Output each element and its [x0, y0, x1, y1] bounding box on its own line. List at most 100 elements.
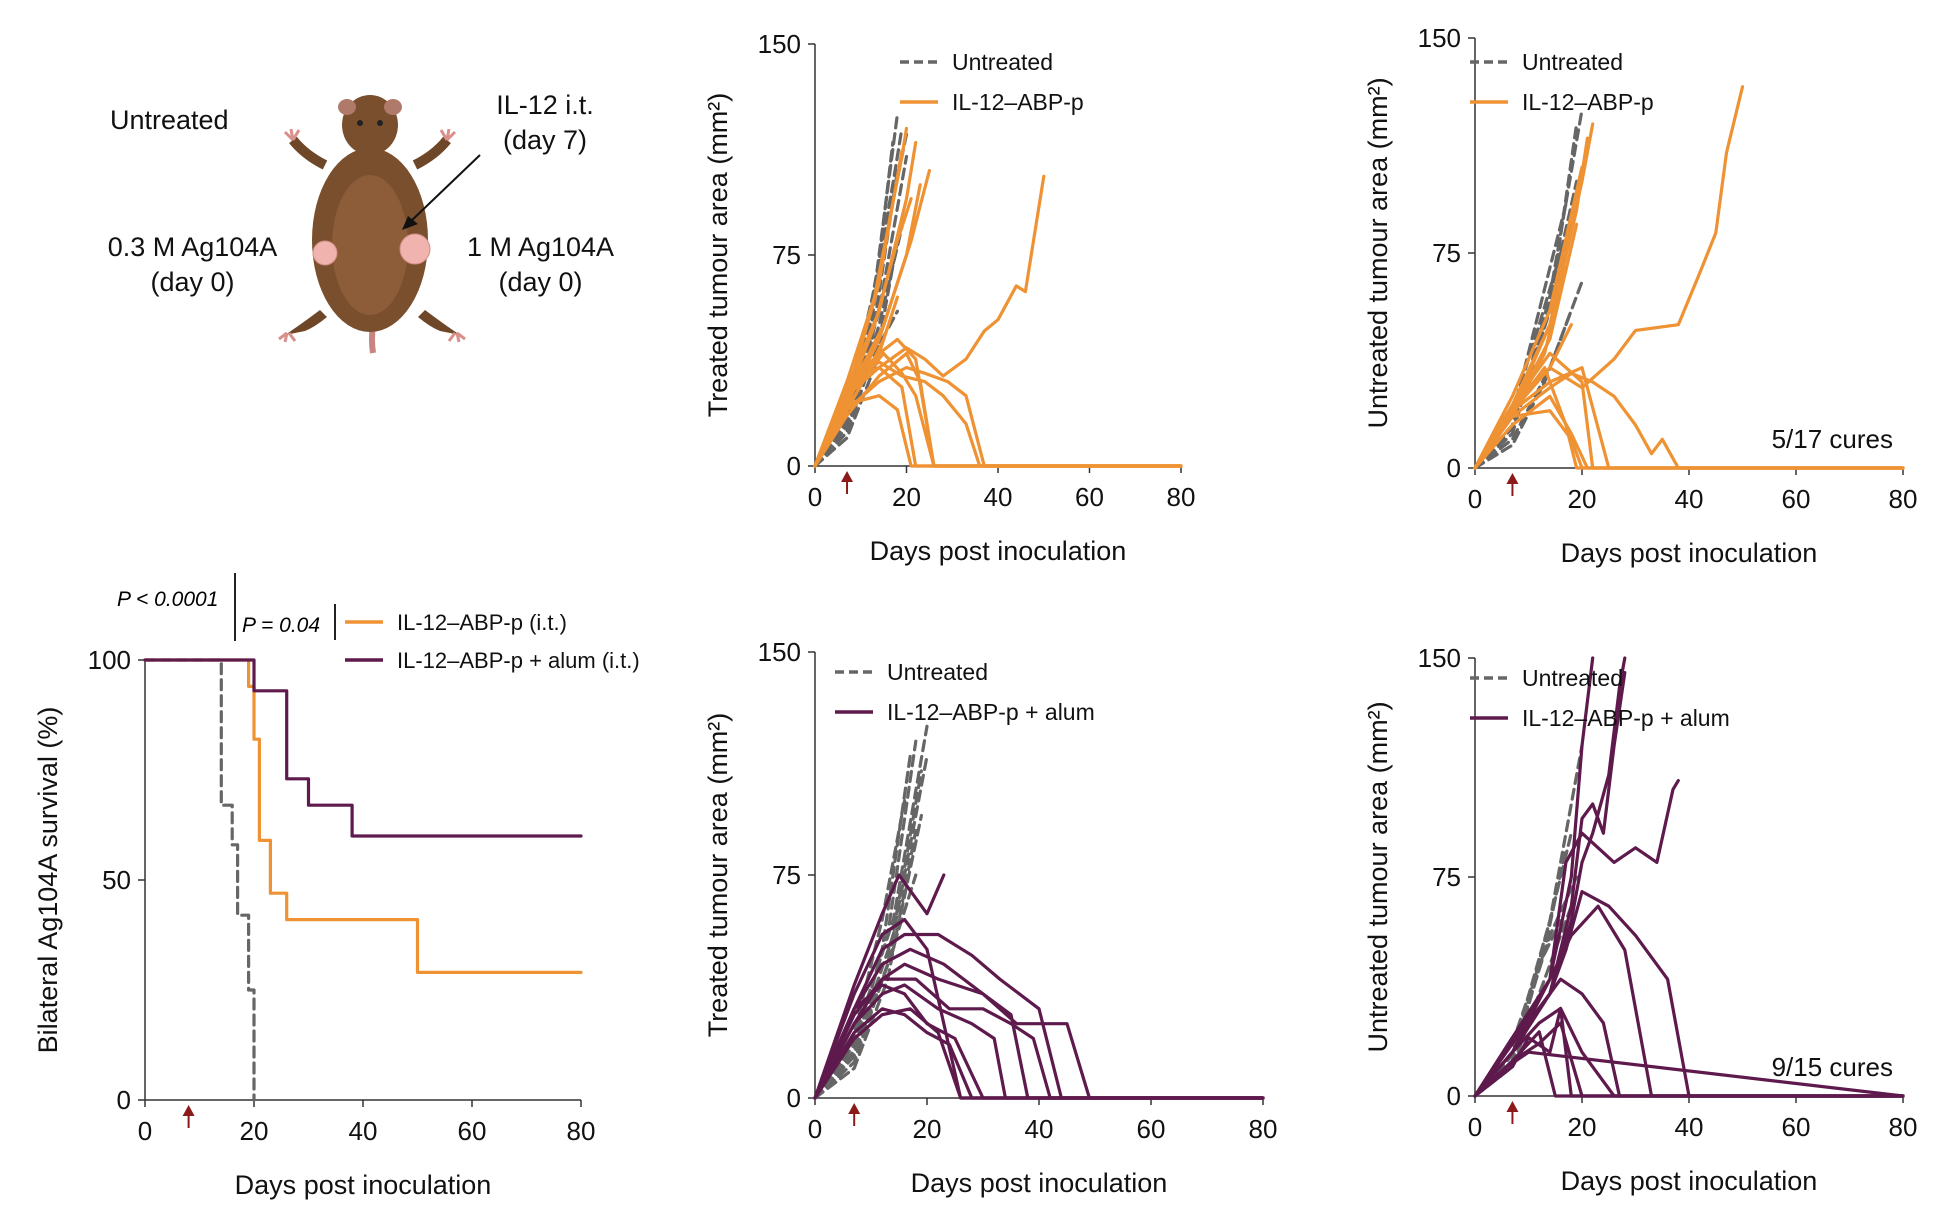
mouse-belly: [332, 175, 408, 315]
mouse-left-ear: [338, 99, 356, 115]
il12-label-line2: (day 7): [502, 125, 588, 155]
x-tick-label: 0: [1468, 1112, 1482, 1142]
y-tick-label: 150: [758, 637, 801, 667]
x-axis-label: Days post inoculation: [911, 1168, 1168, 1198]
right-tumour: [399, 233, 431, 265]
x-tick-label: 80: [1889, 1112, 1918, 1142]
p-value-1: P < 0.0001: [117, 588, 219, 611]
panel-treated-alum: 0 20 40 60 80 0 75 150 Days post inoculation Trea…: [703, 637, 1278, 1198]
x-tick-label: 0: [808, 482, 822, 512]
x-tick-label: 80: [1167, 482, 1196, 512]
left-tumour-line2: (day 0): [150, 267, 235, 297]
x-axis-label: Days post inoculation: [870, 536, 1127, 566]
cures-annotation: 9/15 cures: [1772, 1052, 1893, 1082]
series-line-untreated: [813, 739, 918, 1100]
mouse-right-eye: [377, 120, 383, 126]
mouse-left-hindleg: [285, 310, 327, 335]
legend-label: IL-12–ABP-p + alum (i.t.): [397, 648, 640, 673]
y-tick-label: 150: [1418, 643, 1461, 673]
series-line-alum: [813, 977, 1265, 1100]
legend-label: IL-12–ABP-p: [1522, 89, 1654, 115]
y-tick-label: 75: [1432, 238, 1461, 268]
x-tick-label: 20: [240, 1116, 269, 1146]
x-tick-label: 40: [1675, 484, 1704, 514]
x-tick-label: 80: [567, 1116, 596, 1146]
y-tick-label: 0: [117, 1085, 131, 1115]
legend-label: Untreated: [1522, 665, 1623, 691]
mouse-right-hindfoot: [447, 331, 466, 343]
y-tick-label: 75: [1432, 862, 1461, 892]
series-line-abp: [1473, 136, 1589, 470]
x-tick-label: 0: [1468, 484, 1482, 514]
y-tick-label: 100: [88, 645, 131, 675]
series-line-abp: [1473, 122, 1595, 470]
series-line-abp: [1473, 85, 1745, 470]
x-tick-label: 60: [1782, 1112, 1811, 1142]
series-line-alum: [813, 1007, 1265, 1100]
series-line-alum: [813, 932, 1265, 1100]
injection-arrow: [402, 154, 481, 230]
x-tick-label: 0: [808, 1114, 822, 1144]
mouse-left-foreleg: [289, 136, 328, 170]
x-tick-label: 20: [913, 1114, 942, 1144]
y-tick-label: 75: [772, 240, 801, 270]
y-tick-label: 0: [787, 1083, 801, 1113]
mouse-left-eye: [357, 120, 363, 126]
series-line-abp: [813, 174, 1046, 468]
series-line-alum: [1473, 670, 1627, 1098]
series-line-abp: [813, 360, 1183, 468]
mouse-left-hindfoot: [278, 331, 297, 343]
treatment-day-arrow-head: [841, 471, 854, 482]
mouse-illustration: [278, 95, 466, 354]
series-line-alum: [143, 658, 583, 838]
il12-injection-label: IL-12 i.t. (day 7): [470, 88, 620, 158]
right-tumour-line1: 1 M Ag104A: [466, 232, 615, 262]
mouse-left-forepaw: [283, 128, 301, 142]
right-tumour-line2: (day 0): [498, 267, 583, 297]
y-tick-label: 50: [102, 865, 131, 895]
series-line-alum: [813, 947, 1265, 1100]
cures-annotation: 5/17 cures: [1772, 424, 1893, 454]
il12-label-line1: IL-12 i.t.: [496, 90, 594, 120]
series-line-alum: [813, 983, 1265, 1100]
y-tick-label: 0: [1447, 453, 1461, 483]
panel-survival: 0 20 40 60 80 0 50 100 Days post inoculation Bila…: [33, 610, 640, 1200]
series-line-untreated: [813, 239, 899, 468]
series-line-abp: [1473, 366, 1905, 470]
legend-label: Untreated: [887, 659, 988, 685]
p-value-2: P = 0.04: [242, 614, 321, 637]
legend-label: IL-12–ABP-p (i.t.): [397, 610, 567, 635]
x-tick-label: 40: [349, 1116, 378, 1146]
y-tick-label: 150: [1418, 23, 1461, 53]
treatment-day-arrow-head: [1506, 1101, 1519, 1112]
x-tick-label: 40: [1675, 1112, 1704, 1142]
left-tumour: [312, 240, 338, 266]
series-line-alum: [813, 983, 1265, 1100]
series-line-abp: [813, 394, 1183, 468]
series-line-abp: [813, 351, 1183, 468]
x-tick-label: 40: [984, 482, 1013, 512]
treatment-day-arrow-head: [182, 1105, 195, 1116]
x-axis-label: Days post inoculation: [235, 1170, 492, 1200]
x-tick-label: 20: [892, 482, 921, 512]
x-tick-label: 20: [1568, 1112, 1597, 1142]
series-line-alum: [1473, 977, 1905, 1098]
series-line-abp: [813, 351, 1183, 468]
panel-untreated-abp: 0 20 40 60 80 0 75 150 Days post inoculation Untr…: [1363, 23, 1917, 568]
x-tick-label: 80: [1249, 1114, 1278, 1144]
series-line-untreated: [1473, 875, 1579, 1098]
mouse-right-ear: [384, 99, 402, 115]
mouse-right-foreleg: [412, 136, 451, 170]
left-tumour-label: 0.3 M Ag104A (day 0): [90, 230, 295, 300]
x-tick-label: 60: [458, 1116, 487, 1146]
treatment-day-arrow-head: [848, 1103, 861, 1114]
legend-label: Untreated: [952, 49, 1053, 75]
x-tick-label: 20: [1568, 484, 1597, 514]
p-value-bracket-2: [334, 604, 336, 640]
legend-label: Untreated: [1522, 49, 1623, 75]
y-tick-label: 0: [1447, 1081, 1461, 1111]
legend-label: IL-12–ABP-p + alum: [1522, 705, 1730, 731]
legend-label: IL-12–ABP-p + alum: [887, 699, 1095, 725]
panel-treated-abp: 0 20 40 60 80 0 75 150 Days post inoculation Trea…: [703, 29, 1196, 566]
series-line-alum: [813, 1007, 1265, 1100]
